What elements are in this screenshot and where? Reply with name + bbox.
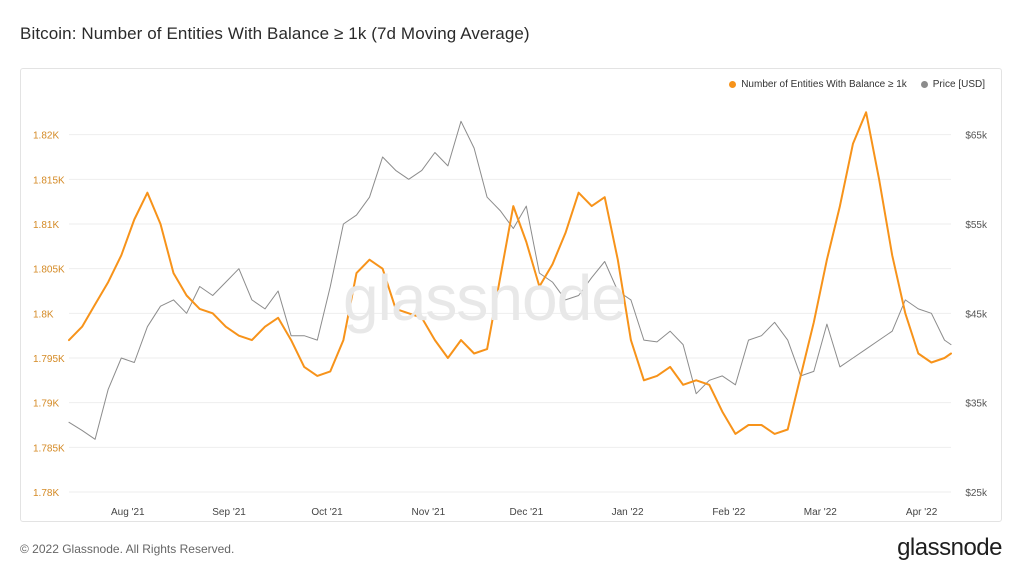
chart-svg: 1.78K 1.785K 1.79K 1.795K 1.8K 1.805K 1.81K 1.8…: [33, 111, 988, 518]
x-axis: Aug '21 Sep '21 Oct '21 Nov '21 Dec '21 Jan '…: [111, 507, 938, 518]
left-axis-tick-label: 1.8K: [33, 309, 54, 320]
brand-logo: glassnode: [897, 534, 1002, 561]
left-axis-tick-label: 1.82K: [33, 131, 59, 142]
series-line-price[interactable]: [68, 120, 952, 440]
right-axis-tick-label: $45k: [965, 309, 988, 320]
left-axis-tick-label: 1.81K: [33, 220, 59, 231]
left-axis-tick-label: 1.79K: [33, 399, 59, 410]
left-axis-tick-label: 1.805K: [33, 265, 65, 276]
left-axis-tick-label: 1.795K: [33, 354, 65, 365]
x-axis-tick-label: Sep '21: [212, 507, 246, 518]
x-axis-tick-label: Feb '22: [712, 507, 745, 518]
x-axis-tick-label: Apr '22: [906, 507, 938, 518]
series-layer: [68, 111, 952, 440]
right-axis-tick-label: $65k: [965, 131, 988, 142]
legend-label-price: Price [USD]: [932, 79, 985, 90]
left-axis-tick-label: 1.815K: [33, 175, 65, 186]
page-title: Bitcoin: Number of Entities With Balance…: [20, 24, 530, 43]
x-axis-tick-label: Aug '21: [111, 507, 145, 518]
x-axis-tick-label: Dec '21: [510, 507, 544, 518]
right-axis-tick-label: $55k: [965, 220, 988, 231]
legend-dot-entities-icon: [729, 81, 737, 88]
right-axis-tick-label: $25k: [965, 488, 988, 499]
left-axis-tick-label: 1.78K: [33, 488, 59, 499]
x-axis-tick-label: Jan '22: [612, 507, 644, 518]
right-axis: $25k $35k $45k $55k $65k: [965, 131, 988, 499]
x-axis-tick-label: Oct '21: [311, 507, 343, 518]
series-line-entities[interactable]: [68, 111, 952, 435]
left-axis-tick-label: 1.785K: [33, 443, 65, 454]
legend-label-entities: Number of Entities With Balance ≥ 1k: [741, 79, 907, 90]
x-axis-tick-label: Mar '22: [804, 507, 837, 518]
legend-item-entities[interactable]: Number of Entities With Balance ≥ 1k: [729, 79, 907, 90]
chart-legend: Number of Entities With Balance ≥ 1k Pri…: [729, 79, 985, 90]
x-axis-tick-label: Nov '21: [412, 507, 446, 518]
copyright-text: © 2022 Glassnode. All Rights Reserved.: [20, 542, 235, 556]
chart-container: 1.78K 1.785K 1.79K 1.795K 1.8K 1.805K 1.81K 1.8…: [20, 68, 1002, 522]
legend-item-price[interactable]: Price [USD]: [920, 79, 985, 90]
right-axis-tick-label: $35k: [965, 399, 988, 410]
left-axis: 1.78K 1.785K 1.79K 1.795K 1.8K 1.805K 1.81K 1.8…: [33, 131, 65, 499]
grid-layer: [69, 134, 951, 493]
legend-dot-price-icon: [920, 81, 928, 88]
